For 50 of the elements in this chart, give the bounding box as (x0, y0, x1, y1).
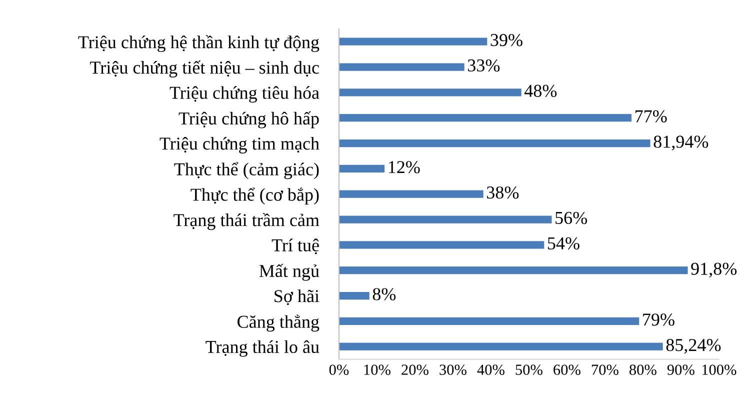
y-tick-label: Thực thể (cơ bắp) (190, 188, 319, 204)
y-tick-label: Sợ hãi (274, 290, 320, 306)
data-label: 12% (388, 161, 420, 174)
bar (338, 317, 640, 325)
bar (338, 164, 385, 173)
bar (338, 139, 650, 148)
bar (338, 292, 370, 300)
bar (338, 241, 544, 249)
y-tick-label: Thực thể (cảm giác) (174, 162, 319, 180)
y-tick-label: Triệu chứng tim mạch (160, 137, 320, 154)
y-tick-label: Trí tuệ (272, 238, 319, 254)
x-tick-label: 20% (402, 364, 428, 375)
y-tick-label: Triệu chứng hệ thần kinh tự động (78, 35, 320, 52)
data-label: 48% (524, 84, 557, 98)
bar (338, 342, 663, 350)
x-tick-label: 60% (554, 364, 580, 375)
bar (338, 266, 688, 274)
bar (338, 63, 464, 71)
data-label: 38% (486, 186, 519, 199)
bar (338, 114, 632, 122)
data-label: 85,24% (666, 338, 721, 354)
x-tick-label: 0% (329, 364, 349, 375)
x-tick-label: 40% (477, 364, 504, 375)
bar (338, 216, 552, 224)
y-tick-label: Triệu chứng hô hấp (178, 111, 319, 128)
x-tick-label: 90% (667, 364, 694, 375)
bar (338, 38, 488, 46)
y-tick-label: Mất ngủ (259, 264, 320, 281)
data-label: 56% (556, 212, 588, 224)
y-tick-label: Trạng thái trầm cảm (174, 212, 320, 230)
x-tick-label: 100% (702, 364, 736, 375)
x-tick-label: 30% (440, 364, 466, 375)
bar (338, 88, 522, 96)
y-tick-label: Triệu chứng tiết niệu – sinh dục (90, 60, 319, 78)
data-label: 91,8% (691, 262, 737, 278)
y-tick-label: Triệu chứng tiêu hóa (170, 86, 320, 103)
x-tick-label: 50% (516, 364, 542, 375)
bar (338, 190, 484, 198)
data-label: 79% (643, 314, 674, 326)
y-tick-label: Căng thẳng (238, 314, 320, 332)
data-label: 33% (468, 59, 500, 72)
data-label: 54% (548, 237, 580, 250)
data-label: 8% (372, 288, 396, 300)
x-tick-label: 80% (630, 364, 656, 375)
x-tick-label: 70% (592, 364, 618, 375)
data-label: 39% (490, 34, 522, 46)
y-tick-label: Trạng thái lo âu (206, 340, 320, 357)
x-tick-label: 10% (364, 364, 390, 375)
data-label: 77% (636, 110, 667, 122)
data-label: 81,94% (654, 136, 708, 150)
